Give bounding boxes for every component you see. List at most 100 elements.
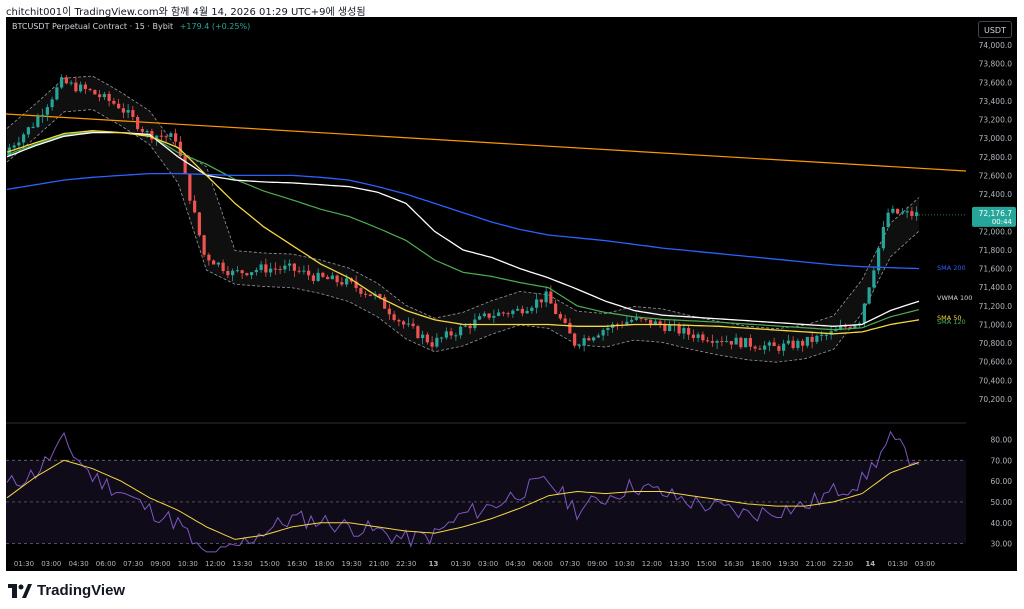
candle-body-up [46,107,49,115]
time-tick-label: 07:30 [560,560,580,568]
candle-body-up [668,326,671,331]
price-tick-label: 73,400.0 [979,97,1013,106]
candle-body-up [735,338,738,345]
time-tick-label: 03:00 [478,560,498,568]
candle-body-up [464,326,467,327]
candle-body-up [260,264,263,270]
title-bar: chitchit001이 TradingView.com와 함께 4월 14, … [0,0,1024,18]
candle-body-up [478,316,481,319]
candle-body-down [312,275,315,281]
candle-body-up [597,335,600,337]
candle-body-up [863,304,866,324]
price-tick-label: 71,800.0 [979,246,1013,255]
candle-body-up [825,335,828,336]
chart-area[interactable]: 74,000.0 73,800.0 73,600.0 73,400.0 73,200.0… [6,17,1017,571]
time-tick-label: 10:30 [615,560,635,568]
candle-body-up [526,311,529,313]
price-tick-label: 73,200.0 [979,116,1013,125]
candle-body-down [326,277,329,279]
candle-body-up [915,212,918,216]
rsi-tick-label: 80.00 [991,435,1013,444]
time-tick-label: 06:00 [96,560,116,568]
candle-body-down [687,328,690,335]
candle-body-down [226,271,229,275]
candle-body-down [554,304,557,314]
candle-body-down [93,90,96,94]
price-tick-label: 72,600.0 [979,171,1013,180]
candle-body-down [730,341,733,344]
candle-body-up [872,270,875,287]
candle-body-down [188,174,191,201]
candle-body-up [231,271,234,275]
candle-body-up [530,308,533,311]
candle-body-up [435,338,438,347]
candle-body-up [725,341,728,342]
candle-body-down [801,341,804,346]
candle-body-up [250,272,253,275]
candle-body-down [811,337,814,342]
price-tick-label: 71,600.0 [979,265,1013,274]
candle-body-down [112,101,115,104]
time-tick-label: 13:30 [669,560,689,568]
candle-body-down [469,326,472,328]
candle-body-down [184,156,187,174]
time-tick-label: 10:30 [178,560,198,568]
time-tick-label: 04:30 [69,560,89,568]
time-tick-label: 09:00 [150,560,170,568]
candle-body-down [203,235,206,254]
candle-body-down [207,255,210,261]
candle-body-down [573,333,576,345]
candle-body-up [51,99,54,107]
candle-body-down [507,313,510,314]
rsi-tick-label: 60.00 [991,477,1013,486]
candle-body-down [896,209,899,214]
candle-body-down [450,331,453,335]
candle-body-down [193,201,196,213]
candle-body-down [141,129,144,132]
rsi-tick-label: 50.00 [991,498,1013,507]
candle-body-down [488,314,491,318]
candle-body-up [535,299,538,307]
candle-body-down [402,321,405,324]
candle-body-down [773,342,776,346]
candle-body-up [169,133,172,137]
candle-body-up [331,276,334,280]
candle-body-down [98,94,101,97]
symbol-legend: BTCUSDT Perpetual Contract · 15 · Bybit … [12,22,250,31]
time-tick-label: 12:00 [205,560,225,568]
currency-button[interactable]: USDT [978,21,1012,38]
price-tick-label: 74,000.0 [979,41,1013,50]
candle-body-up [345,278,348,284]
sma200-label: SMA 200 [937,264,966,272]
candle-body-up [578,345,581,346]
candle-body-down [84,85,87,89]
candle-body-up [744,338,747,347]
candle-body-up [79,85,82,92]
candle-body-down [754,347,757,349]
time-tick-label: 13 [429,560,439,568]
price-tick-label: 72,400.0 [979,190,1013,199]
time-tick-label: 21:00 [806,560,826,568]
candle-body-down [540,299,543,302]
price-tick-label: 70,800.0 [979,339,1013,348]
candle-body-down [711,341,714,343]
price-tick-label: 71,000.0 [979,320,1013,329]
candle-body-down [587,338,590,340]
candle-body-down [564,318,567,323]
snapshot-caption: chitchit001이 TradingView.com와 함께 4월 14, … [6,3,366,18]
candle-body-down [298,271,301,272]
time-tick-label: 22:30 [396,560,416,568]
candle-body-down [739,338,742,347]
brand-name: TradingView [37,582,125,599]
candle-body-down [844,326,847,327]
candle-body-up [806,337,809,346]
tradingview-logo[interactable]: TradingView [8,582,125,599]
candle-body-down [122,108,125,112]
price-tick-label: 71,200.0 [979,302,1013,311]
price-tick-label: 71,400.0 [979,283,1013,292]
time-tick-label: 16:30 [724,560,744,568]
chart-svg[interactable]: 74,000.0 73,800.0 73,600.0 73,400.0 73,200.0… [6,17,1017,571]
last-price-value: 72,176.7 [979,209,1013,218]
time-tick-label: 15:00 [696,560,716,568]
candle-body-down [502,312,505,313]
